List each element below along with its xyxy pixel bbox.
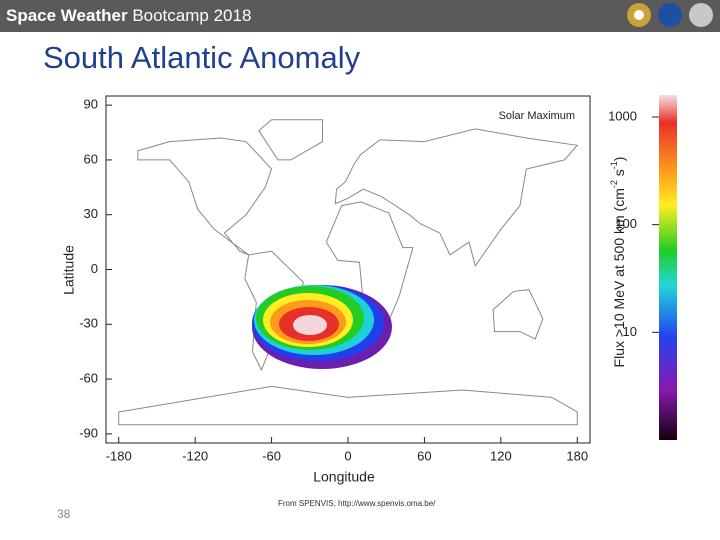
header-bold: Space Weather [6,6,128,25]
coastline [244,250,304,372]
x-tick-label: -180 [106,448,132,463]
y-tick-label: 0 [91,261,98,276]
label-part: -2 [609,180,619,188]
annotation: Solar Maximum [499,110,575,122]
colorbar-label: Flux >10 MeV at 500 km (cm-2 s-1) [609,157,626,368]
logo [634,10,644,20]
x-axis-label: Longitude [313,469,375,485]
colorbar-tick-label: 1000 [608,108,637,123]
coastline [118,385,578,426]
plot-frame [105,95,591,444]
x-tick-label: 0 [344,448,351,463]
logos [627,3,713,27]
x-tick-label: -120 [182,448,208,463]
chart: Solar Maximum Longitude Latitude Flux >1… [61,95,677,485]
label-part: s [611,169,627,180]
y-tick-label: 60 [84,151,98,166]
logo [658,3,682,27]
header-title: Space Weather Bootcamp 2018 [6,6,251,26]
label-part: Flux >10 MeV at 500 km (cm [611,188,627,367]
y-tick-label: -60 [79,371,98,386]
coastline [258,119,324,161]
anomaly [252,285,392,369]
header-bar: Space Weather Bootcamp 2018 [0,0,720,32]
coastline [137,137,273,256]
contour [293,315,327,335]
y-tick-label: 30 [84,206,98,221]
logo [689,3,713,27]
coastlines [118,119,579,426]
x-tick-label: 180 [566,448,588,463]
colorbar [659,95,677,440]
y-axis-label: Latitude [61,245,77,295]
coastline [334,128,579,268]
slide-title: South Atlantic Anomaly [43,40,361,75]
x-tick-label: 120 [490,448,512,463]
y-tick-label: 90 [84,97,98,112]
x-tick-label: -60 [262,448,281,463]
coastline [492,289,544,340]
colorbar-tick-label: 10 [623,324,637,339]
y-tick-label: -90 [79,425,98,440]
coastline [325,201,414,335]
colorbar-tick-label: 100 [615,216,637,231]
page-number: 38 [57,507,71,521]
label-part: -1 [609,161,619,169]
header-rest: Bootcamp 2018 [132,6,252,25]
y-tick-label: -30 [79,316,98,331]
label-part: ) [611,157,627,162]
source: From SPENVIS, http://www.spenvis.oma.be/ [278,499,436,508]
x-tick-label: 60 [417,448,431,463]
